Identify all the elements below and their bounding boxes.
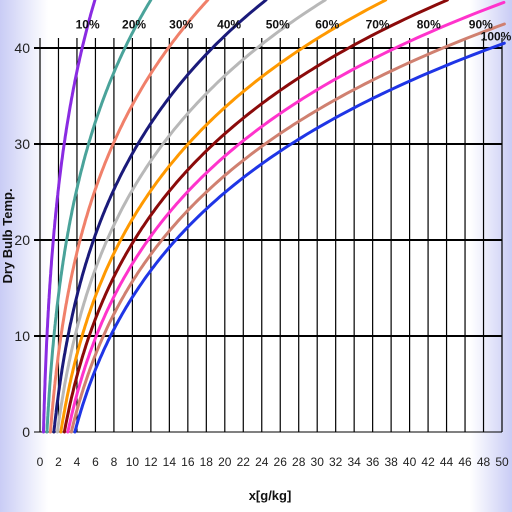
x-tick-label: 14 — [163, 455, 177, 469]
rh-curve — [62, 0, 449, 434]
y-tick-label: 0 — [22, 424, 30, 440]
x-tick-labels: 0 2 4 6 8 10 12 14 16 18 20 22 24 26 28 30 32 34 36 38 40 42 4… — [37, 455, 509, 469]
x-tick-label: 6 — [92, 455, 99, 469]
rh-curve-label: 100% — [481, 30, 512, 44]
rh-curve — [48, 0, 210, 434]
y-tick-labels: 0 10 20 30 40 — [14, 40, 30, 440]
rh-curve-label: 20% — [122, 18, 146, 32]
rh-curve — [52, 0, 268, 434]
x-tick-label: 16 — [181, 455, 195, 469]
rh-curve — [69, 22, 506, 434]
rh-curve — [66, 0, 506, 434]
x-tick-label: 18 — [200, 455, 214, 469]
rh-curve-label: 90% — [469, 18, 493, 32]
x-tick-label: 40 — [403, 455, 417, 469]
y-tick-label: 20 — [14, 232, 30, 248]
x-tick-label: 12 — [144, 455, 158, 469]
x-tick-label: 24 — [255, 455, 269, 469]
x-tick-label: 0 — [37, 455, 44, 469]
x-tick-label: 28 — [292, 455, 306, 469]
x-tick-label: 48 — [477, 455, 491, 469]
x-tick-label: 22 — [237, 455, 251, 469]
rh-curve-label: 40% — [217, 18, 241, 32]
x-tick-label: 20 — [218, 455, 232, 469]
x-tick-label: 8 — [111, 455, 118, 469]
x-tick-label: 32 — [329, 455, 343, 469]
rh-curve-label: 10% — [76, 18, 100, 32]
rh-labels: 10% 20% 30% 40% 50% 60% 70% 80% 90%100% — [76, 18, 512, 44]
x-tick-label: 4 — [74, 455, 81, 469]
rh-curve-label: 60% — [315, 18, 339, 32]
x-axis-title: x[g/kg] — [249, 488, 292, 503]
rh-curve-label: 80% — [417, 18, 441, 32]
y-axis-title: Dry Bulb Temp. — [0, 188, 15, 283]
x-tick-label: 26 — [274, 455, 288, 469]
horizontal-grid — [34, 47, 502, 433]
x-tick-label: 2 — [55, 455, 62, 469]
x-tick-label: 44 — [440, 455, 454, 469]
y-tick-label: 10 — [14, 328, 30, 344]
x-tick-label: 34 — [347, 455, 361, 469]
y-tick-label: 40 — [14, 40, 30, 56]
x-tick-label: 30 — [311, 455, 325, 469]
rh-curve — [59, 0, 388, 434]
x-tick-label: 50 — [495, 455, 509, 469]
x-tick-label: 38 — [384, 455, 398, 469]
rh-curve-label: 50% — [266, 18, 290, 32]
rh-curve — [73, 41, 506, 434]
x-tick-label: 10 — [126, 455, 140, 469]
rh-curve — [55, 0, 327, 434]
x-tick-label: 36 — [366, 455, 380, 469]
rh-curve — [42, 0, 97, 434]
rh-curve — [45, 0, 153, 434]
rh-curve-label: 30% — [169, 18, 193, 32]
rh-curve-label: 70% — [366, 18, 390, 32]
rh-curves — [42, 0, 506, 434]
y-tick-label: 30 — [14, 136, 30, 152]
x-tick-label: 42 — [421, 455, 435, 469]
x-tick-label: 46 — [458, 455, 472, 469]
